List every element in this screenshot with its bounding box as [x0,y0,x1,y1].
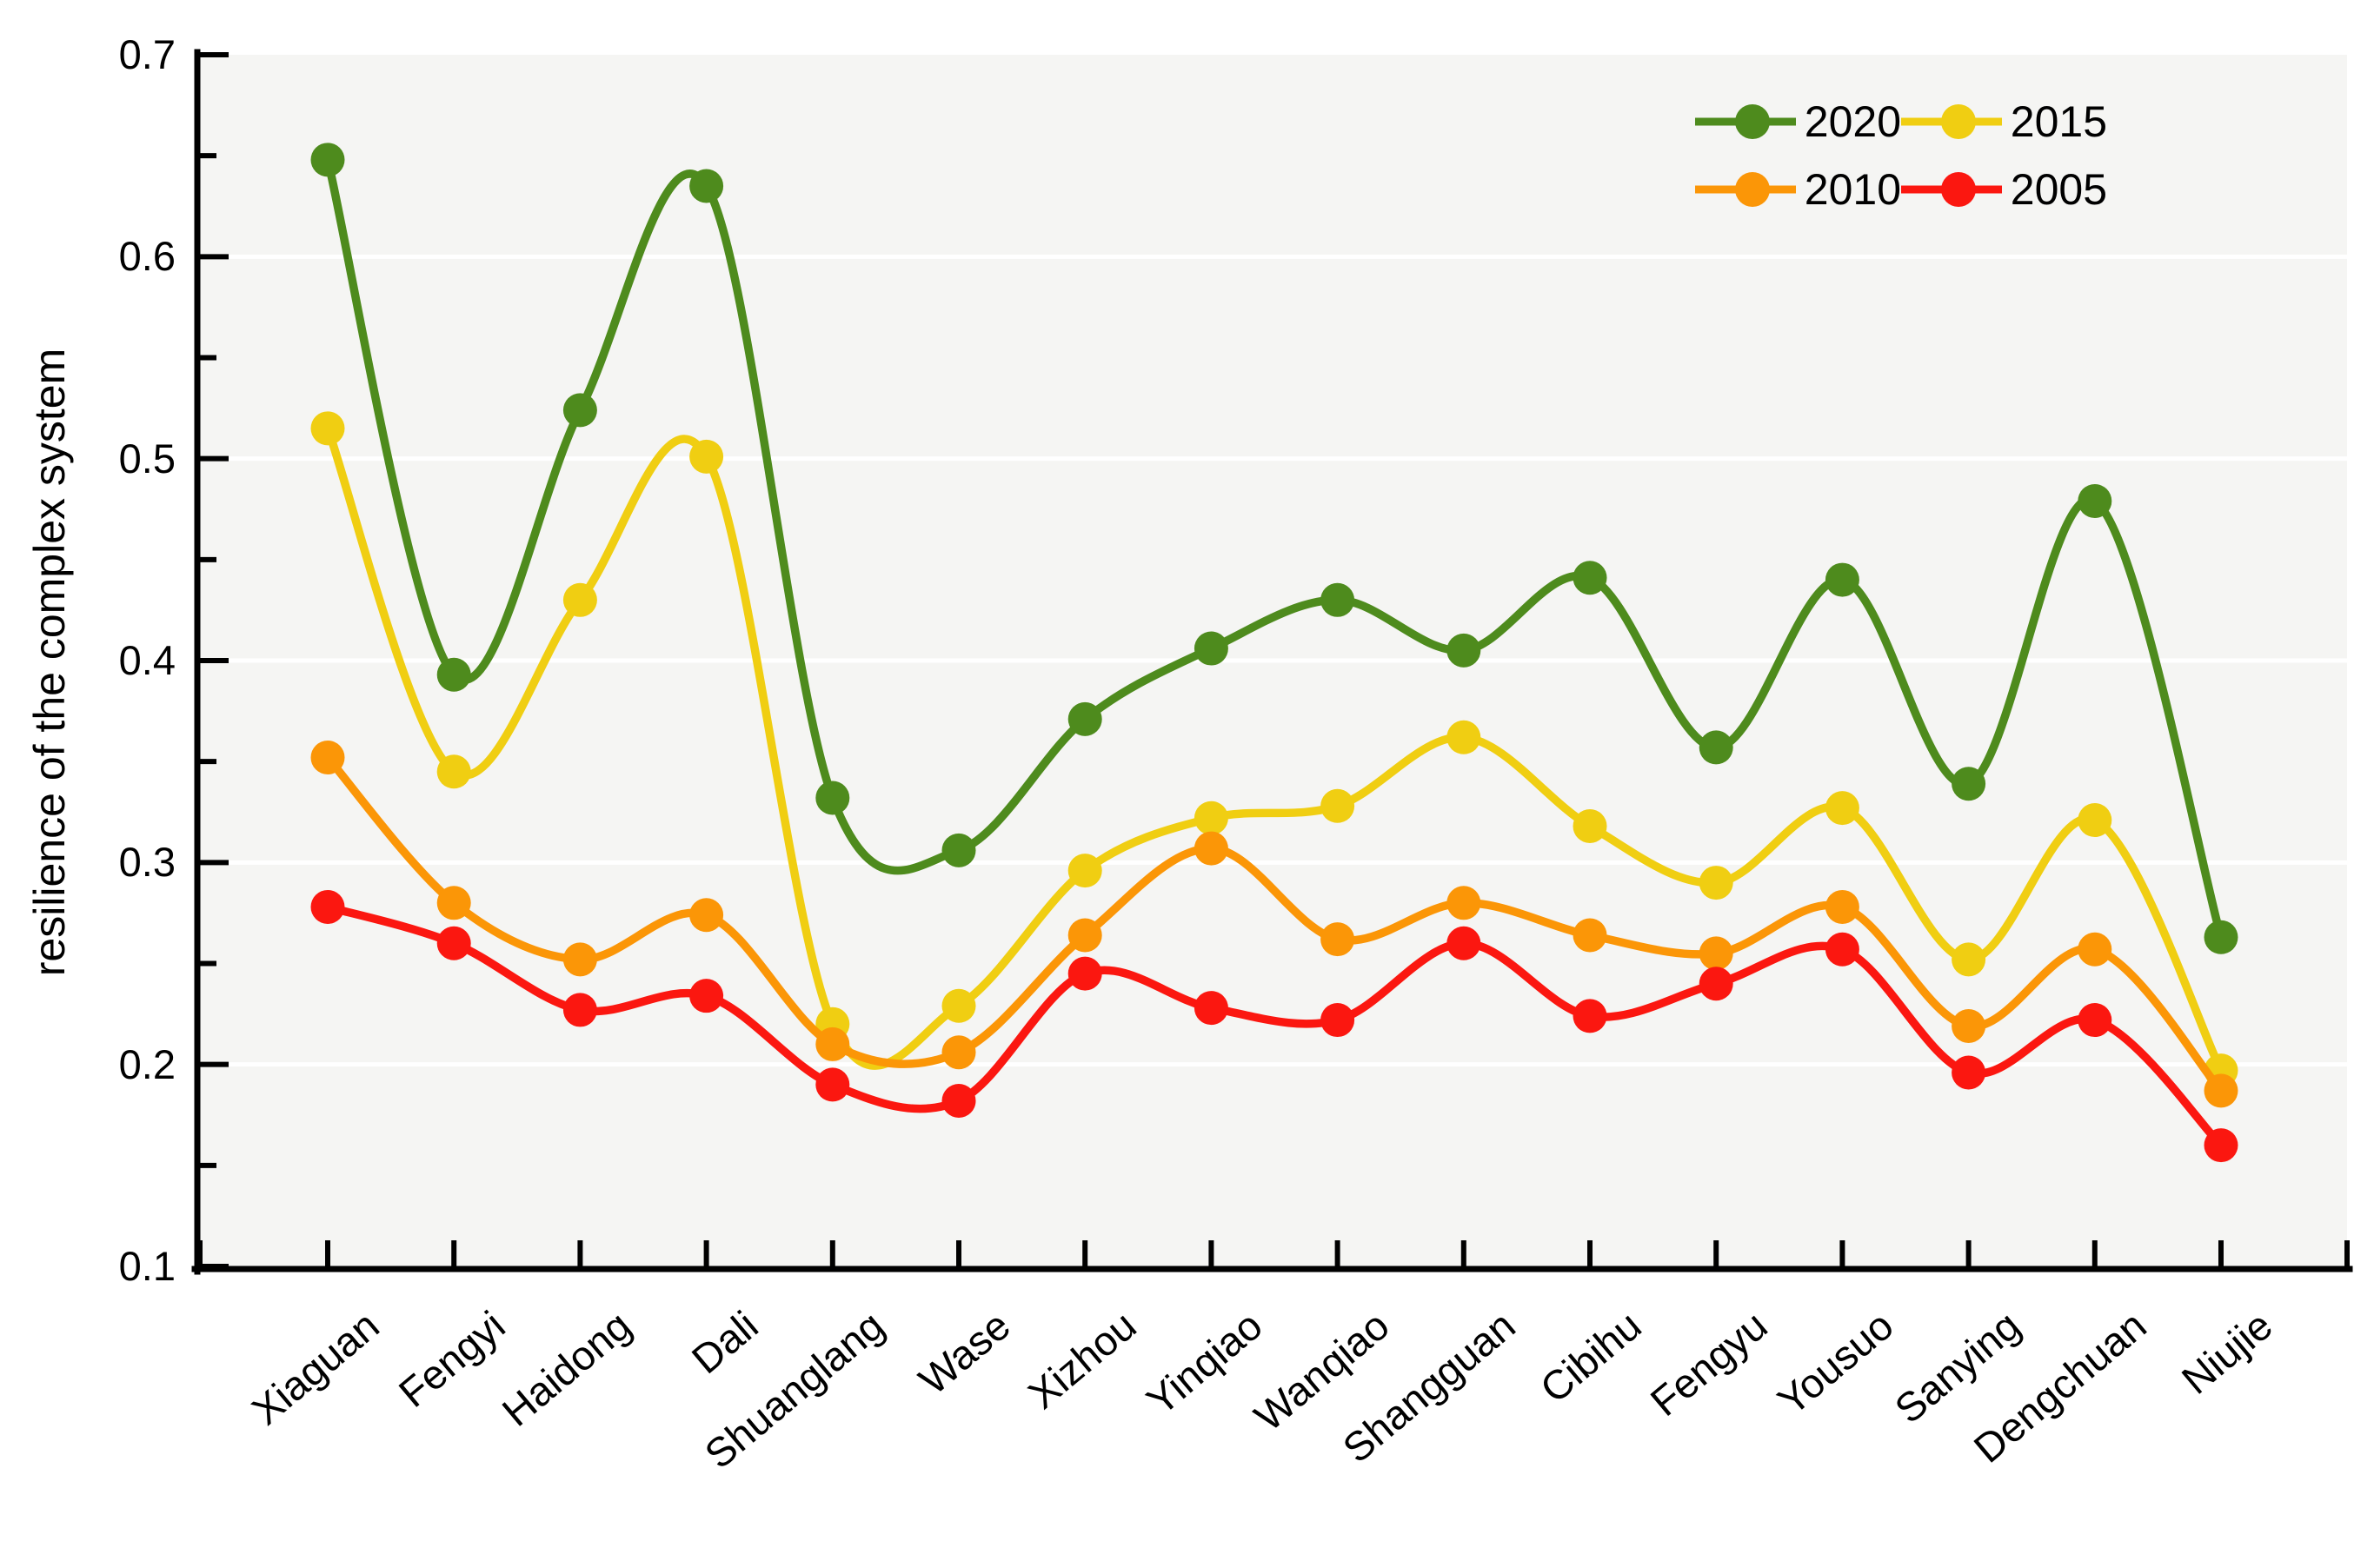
y-tick-label: 0.3 [118,839,176,886]
data-point-2005-Wase [941,1083,976,1118]
data-point-2020-Niujie [2204,920,2238,954]
data-point-2010-Niujie [2204,1073,2238,1108]
legend-label: 2015 [2010,97,2107,146]
data-point-2020-Dali [689,169,724,203]
data-point-2020-Shuanglang [815,781,850,815]
legend-line-marker-icon [1901,172,2002,207]
data-point-2020-Shangguan [1446,633,1481,668]
data-point-2015-Wase [941,988,976,1023]
data-point-2010-Wase [941,1035,976,1070]
data-point-2005-Dengchuan [2078,1003,2112,1038]
data-point-2010-Haidong [562,942,597,977]
legend-row: 2010 2005 [1695,165,2107,214]
data-point-2005-Yousuo [1825,932,1859,967]
legend-line-marker-icon [1901,104,2002,139]
data-point-2015-Cibihu [1573,809,1607,844]
data-point-2020-Yousuo [1825,562,1859,597]
data-point-2015-Yousuo [1825,791,1859,826]
data-point-2015-Xiaguan [310,411,345,446]
data-point-2020-Sanying [1952,767,1986,801]
data-point-2015-Haidong [562,582,597,617]
data-point-2010-Cibihu [1573,918,1607,953]
data-point-2015-Dengchuan [2078,803,2112,838]
data-point-2005-Xizhou [1067,956,1102,991]
data-point-2020-Haidong [562,393,597,428]
legend: 2020 2015 2010 [1695,97,2107,214]
data-point-2020-Xiaguan [310,143,345,177]
data-point-2010-Fengyi [436,886,471,920]
data-point-2010-Xiaguan [310,741,345,775]
data-point-2020-Fengyi [436,657,471,692]
data-point-2005-Yinqiao [1194,991,1228,1026]
y-tick-label: 0.4 [118,637,176,683]
data-point-2005-Sanying [1952,1055,1986,1090]
data-point-2010-Yinqiao [1194,831,1228,866]
data-point-2020-Wase [941,833,976,867]
data-point-2010-Dengchuan [2078,932,2112,967]
data-point-2015-Fengyu [1699,866,1733,900]
data-point-2005-Shangguan [1446,926,1481,960]
data-point-2005-Dali [689,979,724,1013]
data-point-2005-Wanqiao [1320,1003,1355,1038]
data-point-2015-Dali [689,439,724,474]
data-point-2020-Cibihu [1573,561,1607,595]
data-point-2005-Cibihu [1573,999,1607,1033]
data-point-2005-Shuanglang [815,1067,850,1102]
data-point-2010-Shuanglang [815,1027,850,1061]
legend-item-2015: 2015 [1901,97,2107,146]
data-point-2020-Dengchuan [2078,483,2112,518]
data-point-2020-Yinqiao [1194,631,1228,666]
series-line-2010 [323,753,2225,1095]
legend-line-marker-icon [1695,172,1796,207]
series-line-2005 [323,902,2225,1150]
data-point-2005-Niujie [2204,1128,2238,1163]
data-point-2010-Yousuo [1825,889,1859,924]
y-tick-label: 0.6 [118,233,176,280]
legend-item-2020: 2020 [1695,97,1901,146]
data-point-2005-Fengyi [436,926,471,960]
data-point-2015-Sanying [1952,942,1986,977]
series-line-2015 [323,424,2225,1075]
data-point-2010-Wanqiao [1320,922,1355,957]
data-point-2010-Fengyu [1699,936,1733,971]
y-tick-label: 0.7 [118,31,176,77]
data-point-2020-Wanqiao [1320,582,1355,617]
data-point-2015-Fengyi [436,754,471,789]
legend-item-2005: 2005 [1901,165,2107,214]
legend-label: 2010 [1804,165,1901,214]
data-point-2015-Wanqiao [1320,788,1355,823]
data-point-2005-Haidong [562,993,597,1027]
data-point-2010-Sanying [1952,1009,1986,1044]
data-point-2020-Fengyu [1699,730,1733,765]
data-point-2005-Fengyu [1699,967,1733,1001]
legend-item-2010: 2010 [1695,165,1901,214]
legend-label: 2020 [1804,97,1901,146]
data-point-2015-Shangguan [1446,720,1481,754]
y-tick-label: 0.2 [118,1040,176,1087]
data-point-2010-Xizhou [1067,918,1102,953]
data-point-2010-Shangguan [1446,886,1481,920]
data-point-2015-Xizhou [1067,854,1102,888]
legend-label: 2005 [2010,165,2107,214]
data-point-2020-Xizhou [1067,701,1102,736]
y-tick-label: 0.5 [118,435,176,482]
data-point-2015-Yinqiao [1194,801,1228,835]
data-point-2005-Xiaguan [310,889,345,924]
legend-row: 2020 2015 [1695,97,2107,146]
data-point-2010-Dali [689,898,724,933]
y-tick-label: 0.1 [118,1243,176,1289]
legend-line-marker-icon [1695,104,1796,139]
